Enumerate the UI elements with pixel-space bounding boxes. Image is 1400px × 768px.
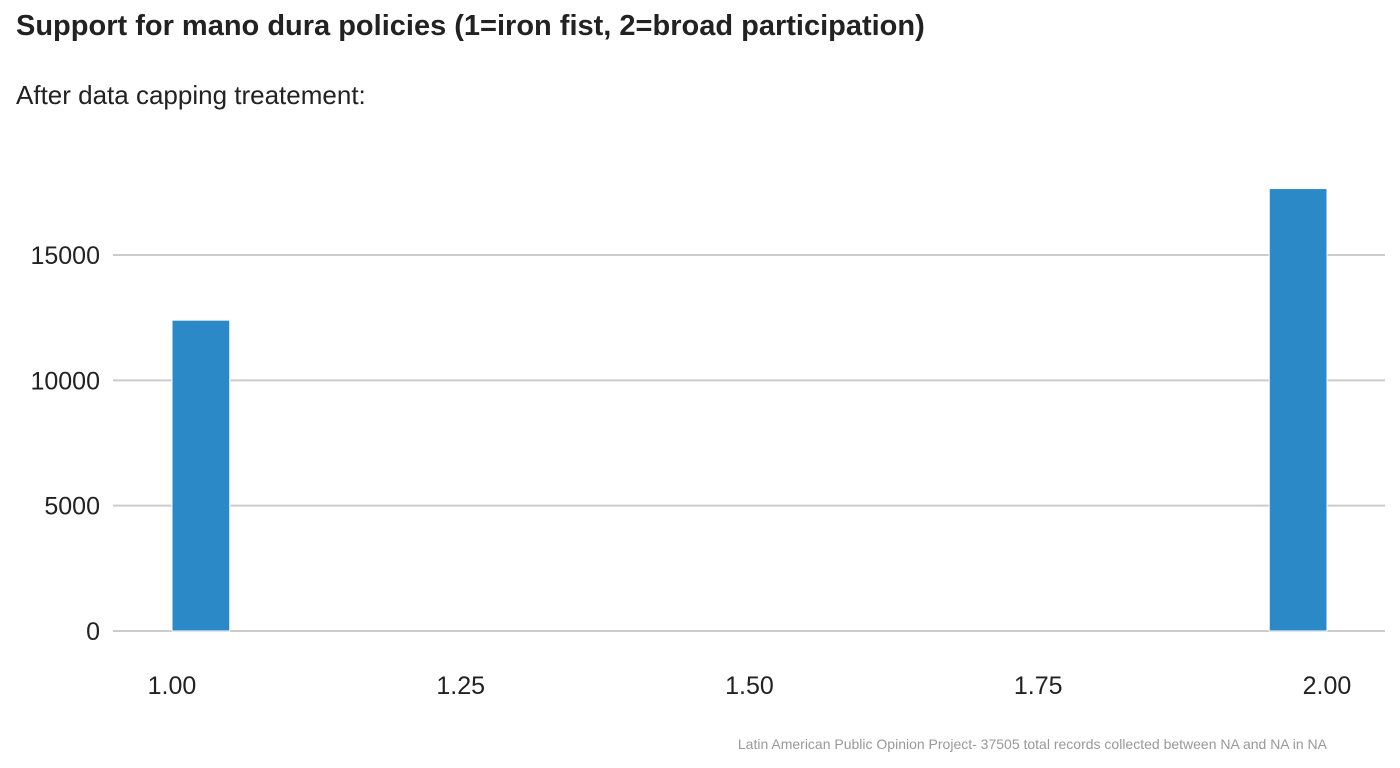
y-tick-label: 10000 [30,367,100,395]
x-tick-label: 2.00 [1303,672,1352,700]
y-tick-label: 0 [86,618,100,646]
chart-subtitle: After data capping treatement: [16,80,366,110]
y-tick-label: 5000 [44,493,100,521]
chart-caption: Latin American Public Opinion Project- 3… [737,736,1327,752]
x-tick-label: 1.50 [725,672,774,700]
x-tick-label: 1.75 [1014,672,1063,700]
histogram-bar [1268,188,1328,632]
y-tick-label: 15000 [30,242,100,270]
histogram-bar [171,319,231,632]
chart-title: Support for mano dura policies (1=iron f… [16,10,925,42]
x-tick-label: 1.25 [436,672,485,700]
x-tick-label: 1.00 [148,672,197,700]
